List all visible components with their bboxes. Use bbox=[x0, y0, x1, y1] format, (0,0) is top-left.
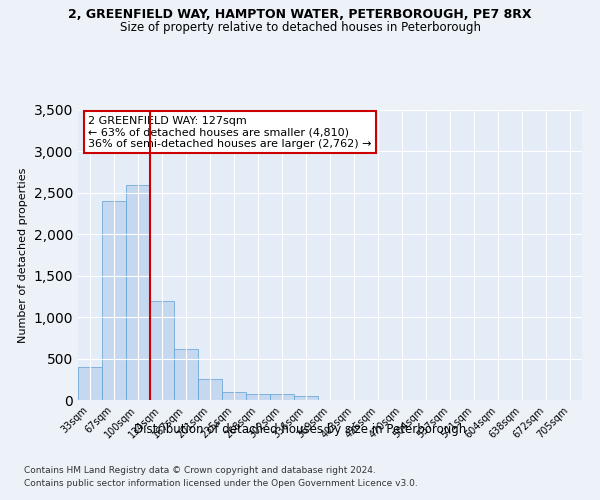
Text: Size of property relative to detached houses in Peterborough: Size of property relative to detached ho… bbox=[119, 21, 481, 34]
Bar bbox=[102, 201, 126, 400]
Bar bbox=[246, 394, 270, 400]
Bar bbox=[294, 396, 318, 400]
Text: 2 GREENFIELD WAY: 127sqm
← 63% of detached houses are smaller (4,810)
36% of sem: 2 GREENFIELD WAY: 127sqm ← 63% of detach… bbox=[88, 116, 371, 149]
Bar bbox=[150, 300, 174, 400]
Bar bbox=[270, 394, 294, 400]
Bar bbox=[198, 379, 222, 400]
Bar bbox=[222, 392, 246, 400]
Text: 2, GREENFIELD WAY, HAMPTON WATER, PETERBOROUGH, PE7 8RX: 2, GREENFIELD WAY, HAMPTON WATER, PETERB… bbox=[68, 8, 532, 20]
Bar bbox=[126, 184, 150, 400]
Bar bbox=[174, 348, 198, 400]
Text: Contains HM Land Registry data © Crown copyright and database right 2024.: Contains HM Land Registry data © Crown c… bbox=[24, 466, 376, 475]
Text: Distribution of detached houses by size in Peterborough: Distribution of detached houses by size … bbox=[134, 422, 466, 436]
Text: Contains public sector information licensed under the Open Government Licence v3: Contains public sector information licen… bbox=[24, 479, 418, 488]
Y-axis label: Number of detached properties: Number of detached properties bbox=[18, 168, 28, 342]
Bar bbox=[78, 367, 102, 400]
